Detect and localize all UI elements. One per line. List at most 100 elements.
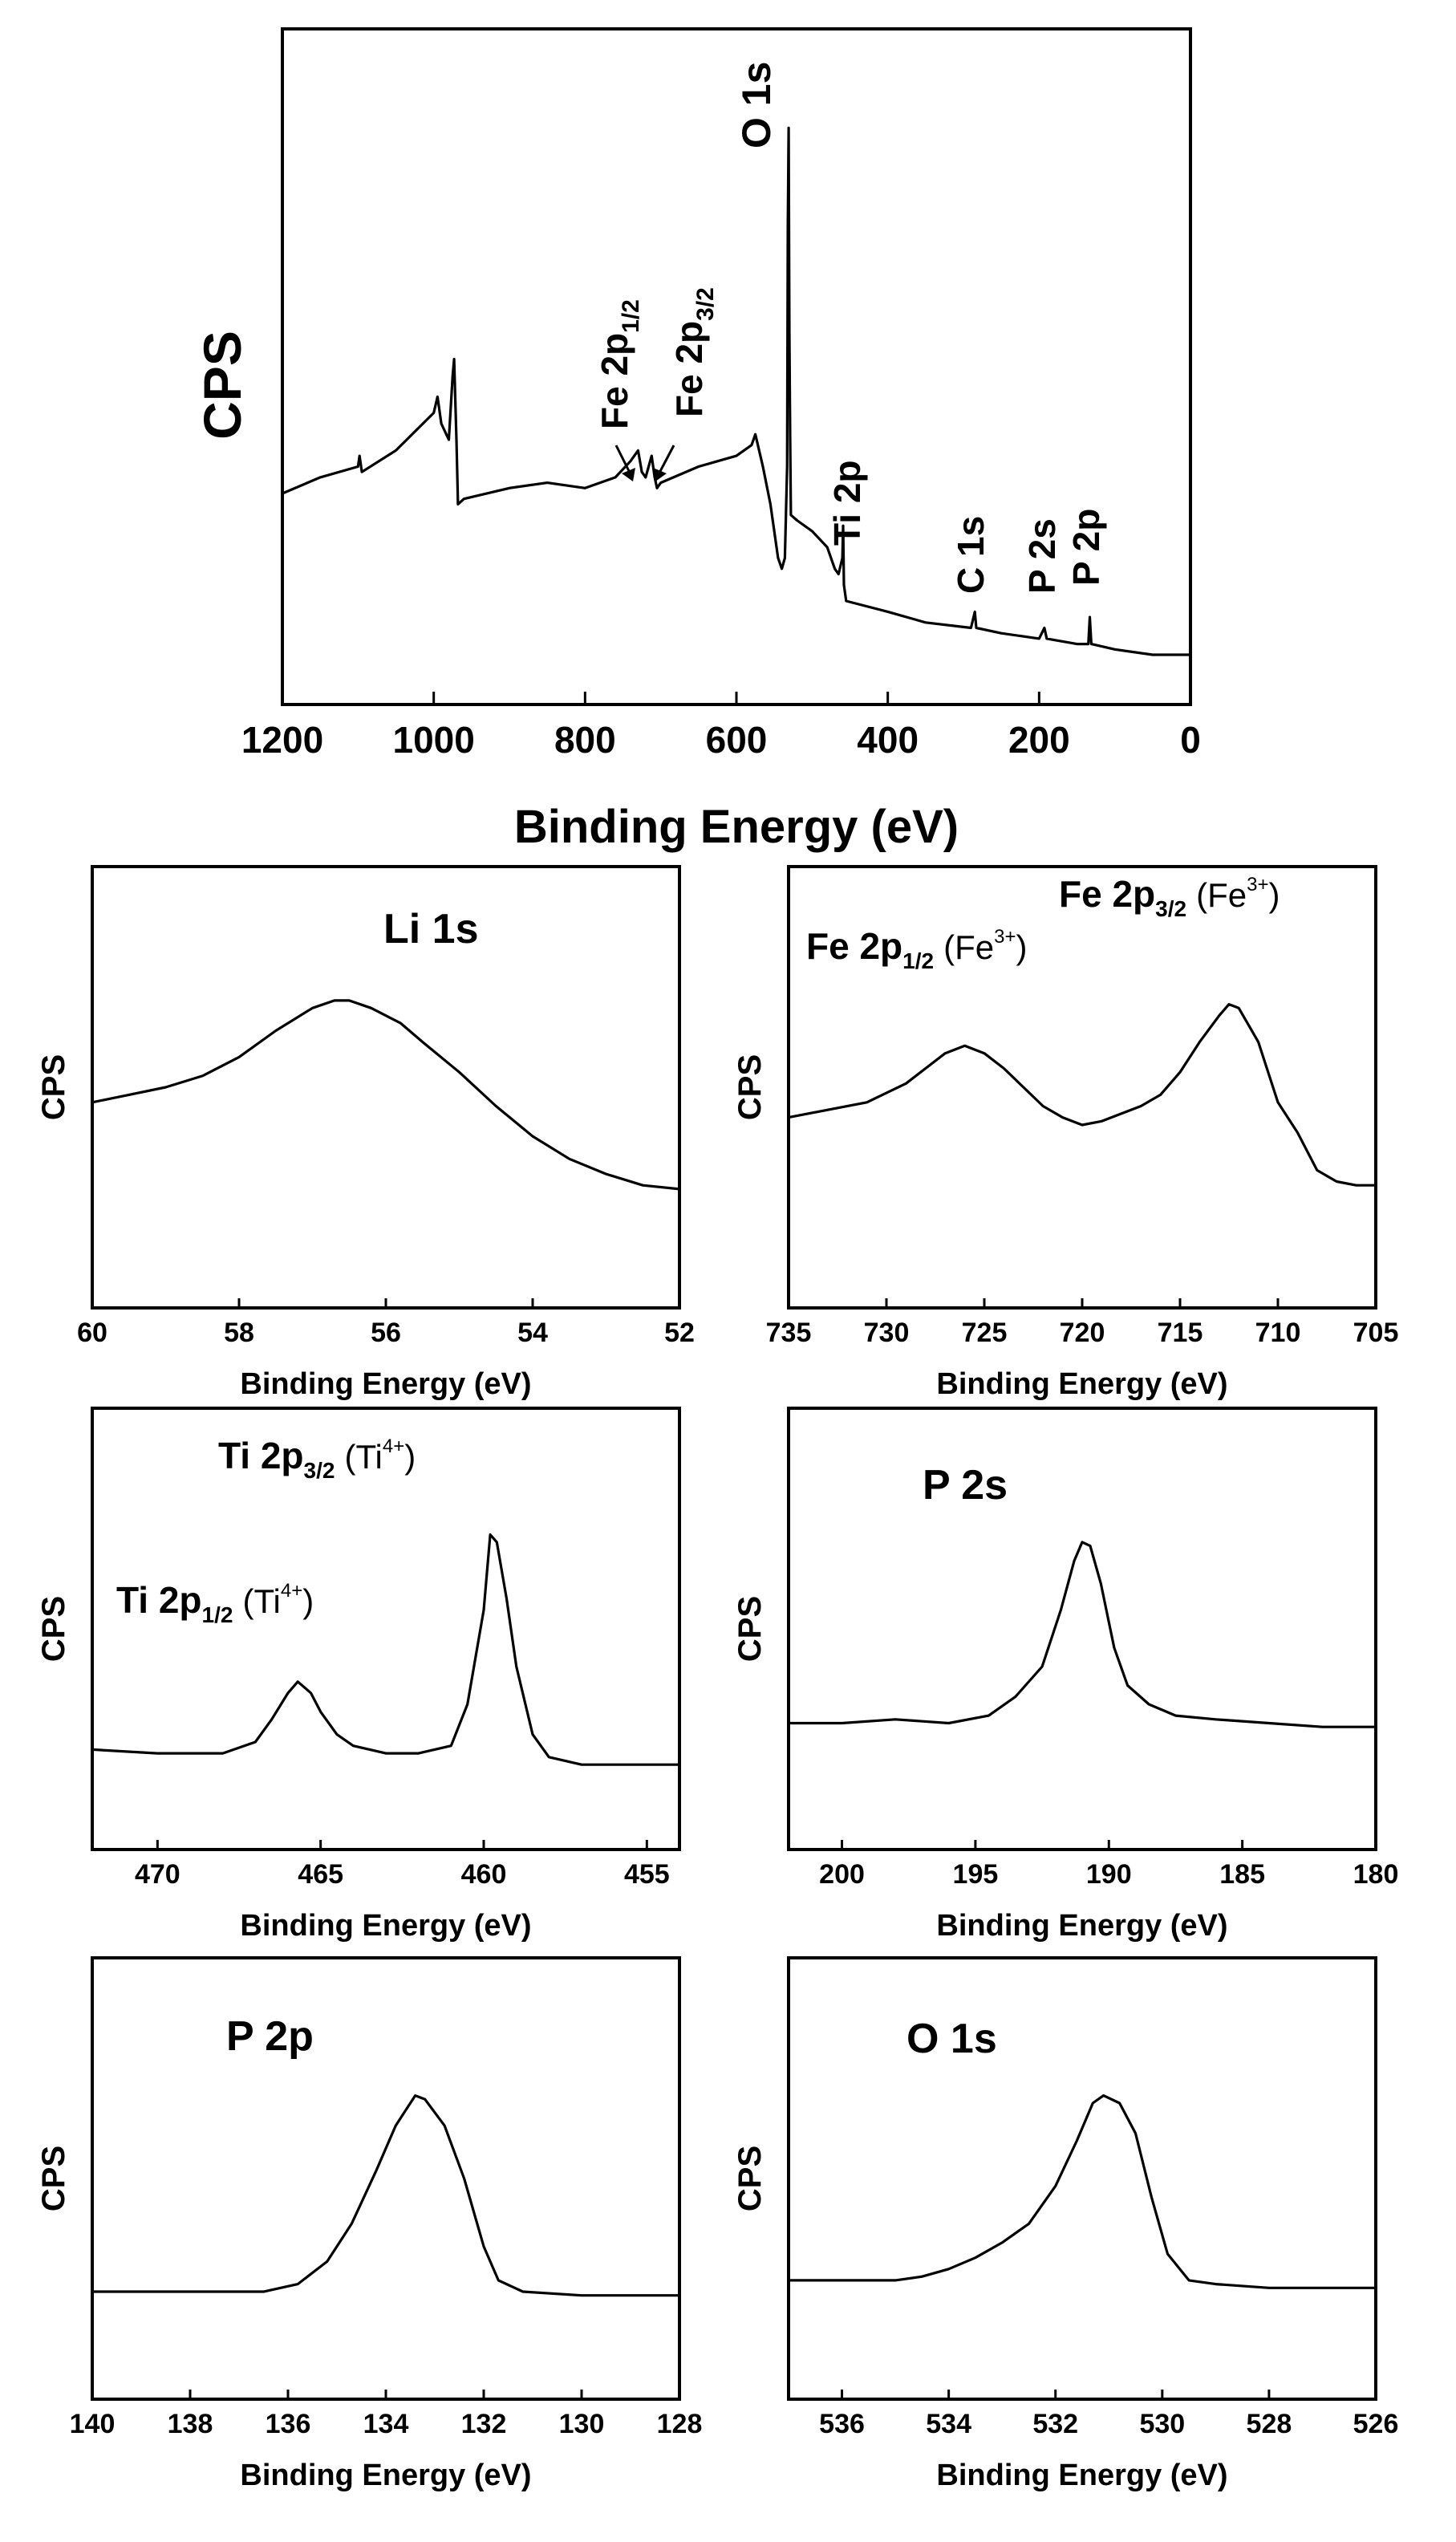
o1s-spectrum-line xyxy=(787,2094,1377,2289)
p2p-x-tick-labels: 140 138 136 134 132 130 128 xyxy=(70,2409,703,2439)
fe2p-12-label: Fe 2p1/2 (Fe3+) xyxy=(806,925,1027,973)
ti2p-x-tick-labels: 470 465 460 455 xyxy=(135,1859,670,1890)
li1s-spectrum-line xyxy=(91,999,681,1191)
o1s-x-tick-label: 532 xyxy=(1032,2409,1078,2439)
p2s-x-tick-label: 195 xyxy=(953,1859,999,1890)
p2s-title: P 2s xyxy=(923,1462,1008,1509)
fe2p-x-tick-label: 730 xyxy=(864,1318,910,1348)
li1s-x-tick-label: 60 xyxy=(77,1318,107,1348)
survey-p2p-label: P 2p xyxy=(1065,509,1107,586)
fe2p-x-tick-label: 720 xyxy=(1060,1318,1105,1348)
survey-x-tick-label: 0 xyxy=(1180,719,1201,761)
survey-ti2p-label: Ti 2p xyxy=(826,460,868,546)
p2p-x-tick-label: 140 xyxy=(70,2409,116,2439)
p2s-x-axis-label: Binding Energy (eV) xyxy=(936,1909,1227,1943)
o1s-x-tick-label: 534 xyxy=(926,2409,971,2439)
p2p-x-tick-label: 128 xyxy=(657,2409,703,2439)
fe2p-32-label: Fe 2p3/2 (Fe3+) xyxy=(1059,873,1280,921)
survey-fe2p12-label: Fe 2p1/2 xyxy=(594,299,644,429)
o1s-x-tick-label: 528 xyxy=(1247,2409,1292,2439)
o1s-title: O 1s xyxy=(906,2016,997,2062)
survey-x-tick-label: 600 xyxy=(706,719,768,761)
fe2p-x-tick-label: 715 xyxy=(1158,1318,1203,1348)
li1s-x-tick-label: 52 xyxy=(664,1318,695,1348)
li1s-x-tick-label: 56 xyxy=(371,1318,401,1348)
p2p-x-tick-label: 130 xyxy=(559,2409,605,2439)
p2p-x-tick-label: 134 xyxy=(363,2409,409,2439)
survey-x-tick-label: 1000 xyxy=(392,719,474,761)
p2p-panel: 140 138 136 134 132 130 128 CPS Binding Energy… xyxy=(36,1956,703,2492)
ti2p-32-label: Ti 2p3/2 (Ti4+) xyxy=(218,1435,416,1483)
p2s-spectrum-line xyxy=(787,1541,1377,1728)
o1s-x-tick-label: 526 xyxy=(1353,2409,1399,2439)
survey-o1s-label: O 1s xyxy=(734,62,779,148)
survey-x-tick-label: 1200 xyxy=(241,719,323,761)
li1s-y-axis-label: CPS xyxy=(36,1054,71,1120)
p2p-x-tick-label: 132 xyxy=(461,2409,507,2439)
li1s-panel: 60 58 56 54 52 CPS Binding Energy (eV) Li 1s xyxy=(36,865,695,1401)
fe2p-x-tick-labels: 735 730 725 720 715 710 705 xyxy=(766,1318,1399,1348)
survey-x-tick-label: 200 xyxy=(1008,719,1070,761)
ti2p-y-axis-label: CPS xyxy=(36,1596,71,1662)
p2s-panel: 200 195 190 185 180 CPS Binding Energy (eV) … xyxy=(732,1407,1398,1943)
p2p-title: P 2p xyxy=(226,2013,314,2060)
p2p-spectrum-line xyxy=(91,2094,681,2297)
survey-x-tick-label: 400 xyxy=(857,719,919,761)
o1s-x-tick-label: 530 xyxy=(1139,2409,1185,2439)
p2s-x-tick-label: 200 xyxy=(819,1859,865,1890)
survey-fe2p32-arrow xyxy=(656,445,675,477)
survey-x-tick-label: 800 xyxy=(554,719,616,761)
o1s-x-tick-label: 536 xyxy=(819,2409,865,2439)
p2p-y-axis-label: CPS xyxy=(36,2146,71,2211)
ti2p-x-tick-label: 465 xyxy=(298,1859,343,1890)
fe2p-x-axis-label: Binding Energy (eV) xyxy=(936,1367,1227,1401)
o1s-y-axis-label: CPS xyxy=(732,2146,768,2211)
ti2p-spectrum-line xyxy=(91,1533,681,1766)
ti2p-plot-frame xyxy=(91,1407,681,1851)
ti2p-x-tick-label: 455 xyxy=(624,1859,670,1890)
li1s-title: Li 1s xyxy=(383,906,479,952)
fe2p-x-ticks xyxy=(787,1298,1377,1308)
p2p-x-ticks xyxy=(91,2390,681,2399)
fe2p-x-tick-label: 735 xyxy=(766,1318,812,1348)
o1s-x-axis-label: Binding Energy (eV) xyxy=(936,2459,1227,2492)
li1s-x-axis-label: Binding Energy (eV) xyxy=(240,1367,531,1401)
fe2p-x-tick-label: 705 xyxy=(1353,1318,1399,1348)
survey-spectrum-line xyxy=(281,126,1192,656)
p2p-plot-frame xyxy=(91,1956,681,2401)
li1s-x-tick-labels: 60 58 56 54 52 xyxy=(77,1318,695,1348)
fe2p-y-axis-label: CPS xyxy=(732,1054,768,1120)
li1s-x-ticks xyxy=(91,1298,681,1308)
p2s-x-ticks xyxy=(841,1840,1377,1850)
ti2p-x-ticks xyxy=(156,1840,648,1850)
o1s-x-ticks xyxy=(841,2390,1377,2399)
survey-x-tick-labels: 1200 1000 800 600 400 200 0 xyxy=(241,719,1201,761)
fe2p-panel: 735 730 725 720 715 710 705 CPS Binding Energy… xyxy=(732,865,1399,1401)
ti2p-panel: 470 465 460 455 CPS Binding Energy (eV) Ti … xyxy=(36,1407,681,1943)
p2s-y-axis-label: CPS xyxy=(732,1596,768,1662)
survey-fe2p32-label: Fe 2p3/2 xyxy=(668,287,719,417)
ti2p-x-axis-label: Binding Energy (eV) xyxy=(240,1909,531,1943)
fe2p-spectrum-line xyxy=(787,1003,1377,1187)
p2s-x-tick-label: 190 xyxy=(1086,1859,1132,1890)
p2s-x-tick-labels: 200 195 190 185 180 xyxy=(819,1859,1398,1890)
survey-p2s-label: P 2s xyxy=(1021,518,1063,594)
survey-fe2p12-arrowhead xyxy=(622,468,635,481)
ti2p-12-label: Ti 2p1/2 (Ti4+) xyxy=(116,1579,314,1627)
ti2p-x-tick-label: 470 xyxy=(135,1859,180,1890)
p2s-x-tick-label: 180 xyxy=(1353,1859,1399,1890)
li1s-x-tick-label: 54 xyxy=(517,1318,548,1348)
li1s-x-tick-label: 58 xyxy=(224,1318,254,1348)
o1s-plot-frame xyxy=(787,1956,1377,2401)
o1s-panel: 536 534 532 530 528 526 CPS Binding Energy (e… xyxy=(732,1956,1399,2492)
ti2p-x-tick-label: 460 xyxy=(461,1859,507,1890)
survey-y-axis-label: CPS xyxy=(193,331,252,440)
p2p-x-tick-label: 138 xyxy=(168,2409,213,2439)
survey-x-axis-label: Binding Energy (eV) xyxy=(514,801,959,853)
p2p-x-axis-label: Binding Energy (eV) xyxy=(240,2459,531,2492)
p2s-x-tick-label: 185 xyxy=(1219,1859,1265,1890)
survey-panel: 1200 1000 800 600 400 200 0 CPS Binding Energy… xyxy=(193,27,1201,853)
p2s-plot-frame xyxy=(787,1407,1377,1851)
fe2p-x-tick-label: 710 xyxy=(1255,1318,1301,1348)
